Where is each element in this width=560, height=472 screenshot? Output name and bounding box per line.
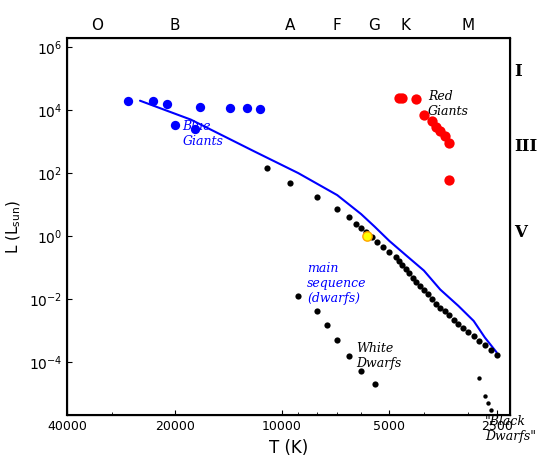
Text: Blue
Giants: Blue Giants <box>183 119 223 148</box>
Point <box>412 278 421 286</box>
Point <box>401 265 410 273</box>
Point <box>416 282 424 290</box>
Point <box>322 321 331 329</box>
Point <box>486 406 495 413</box>
Point <box>449 316 458 323</box>
Point <box>225 104 234 111</box>
Point <box>445 312 454 319</box>
Point <box>475 375 484 382</box>
Point <box>440 308 449 315</box>
Point <box>294 293 303 300</box>
Point <box>352 220 361 228</box>
Point <box>148 97 157 104</box>
Point <box>344 213 353 221</box>
X-axis label: T (K): T (K) <box>269 439 308 457</box>
Point <box>333 336 342 344</box>
Point <box>464 328 473 336</box>
Point <box>391 253 400 261</box>
Point <box>312 193 321 200</box>
Text: White
Dwarfs: White Dwarfs <box>356 342 402 371</box>
Point <box>436 304 445 312</box>
Point <box>398 94 407 102</box>
Point <box>480 393 489 400</box>
Point <box>344 353 353 360</box>
Point <box>459 324 468 332</box>
Point <box>170 121 179 128</box>
Point <box>408 274 417 281</box>
Point <box>427 295 436 303</box>
Point <box>394 257 403 265</box>
Point <box>486 346 495 354</box>
Point <box>367 234 376 241</box>
Point <box>440 132 449 140</box>
Point <box>379 243 388 251</box>
Point <box>362 232 371 240</box>
Point <box>333 206 342 213</box>
Y-axis label: L (L$_\mathregular{sun}$): L (L$_\mathregular{sun}$) <box>5 200 24 253</box>
Point <box>436 127 445 135</box>
Text: "Black
Dwarfs": "Black Dwarfs" <box>485 415 536 443</box>
Point <box>195 103 204 110</box>
Point <box>427 118 436 125</box>
Point <box>431 300 440 308</box>
Point <box>454 320 463 328</box>
Point <box>385 248 394 255</box>
Point <box>124 97 133 104</box>
Point <box>423 291 432 298</box>
Point <box>483 399 492 406</box>
Point <box>412 96 421 103</box>
Point <box>431 123 440 130</box>
Point <box>419 111 428 119</box>
Point <box>445 177 454 184</box>
Point <box>357 368 366 375</box>
Point <box>357 224 366 232</box>
Point <box>256 105 265 113</box>
Text: Red
Giants: Red Giants <box>428 90 469 118</box>
Point <box>370 380 379 388</box>
Point <box>373 238 382 246</box>
Point <box>263 164 272 171</box>
Point <box>398 261 407 269</box>
Point <box>419 287 428 294</box>
Point <box>405 270 414 277</box>
Point <box>445 139 454 147</box>
Text: main
sequence
(dwarfs): main sequence (dwarfs) <box>307 262 367 305</box>
Point <box>492 351 501 358</box>
Point <box>191 126 200 133</box>
Point <box>312 308 321 315</box>
Point <box>480 341 489 349</box>
Point <box>394 94 403 101</box>
Point <box>243 104 252 112</box>
Point <box>162 100 171 108</box>
Point <box>475 337 484 345</box>
Point <box>469 333 478 340</box>
Point <box>286 179 295 186</box>
Point <box>362 228 371 236</box>
